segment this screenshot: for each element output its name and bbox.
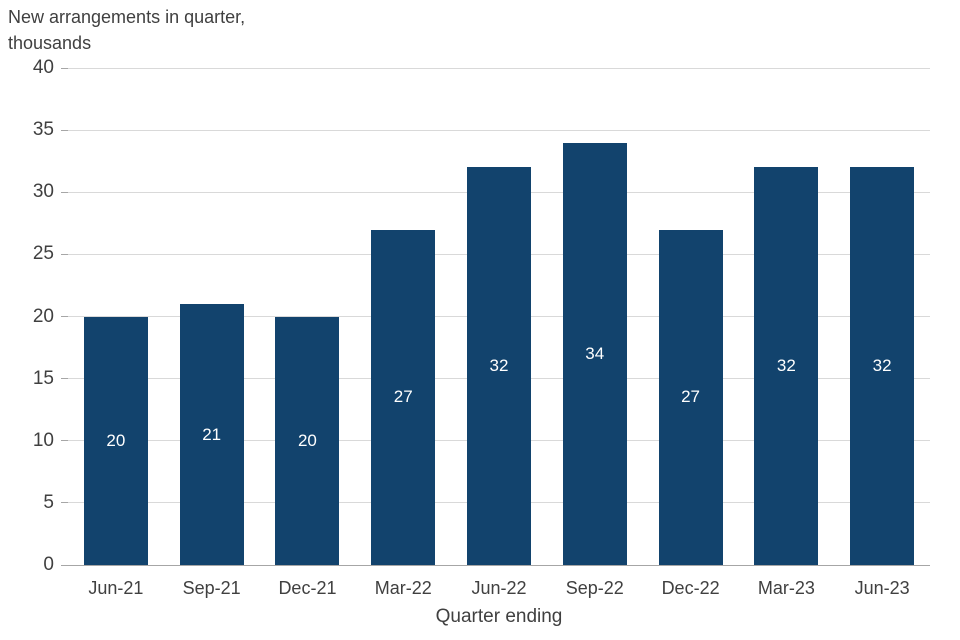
bar-value-dec-21: 20	[297, 430, 317, 450]
y-tick-15	[61, 378, 68, 380]
bar-sep-21: 21	[179, 304, 244, 565]
bar-value-jun-22: 32	[489, 356, 509, 376]
y-tick-10	[61, 440, 68, 442]
x-axis-label-jun-21: Jun-21	[88, 578, 144, 598]
bar-jun-21: 20	[83, 316, 148, 565]
gridline-y-35	[68, 129, 930, 131]
y-axis-label-5: 5	[43, 491, 54, 513]
x-axis-label-jun-22: Jun-22	[471, 578, 527, 598]
bar-mar-23: 32	[754, 167, 819, 565]
x-axis-label-dec-22: Dec-22	[661, 578, 720, 598]
bar-mar-22: 27	[371, 229, 436, 565]
bar-jun-23: 32	[850, 167, 915, 565]
y-tick-5	[61, 502, 68, 504]
y-tick-40	[61, 67, 68, 69]
x-axis-title: Quarter ending	[435, 606, 563, 627]
plot-area: 20 21 20 27 32 34 27 32 32	[61, 67, 930, 566]
bar-value-mar-22: 27	[393, 387, 413, 407]
x-axis-label-dec-21: Dec-21	[278, 578, 337, 598]
x-axis-label-mar-22: Mar-22	[374, 578, 432, 598]
y-axis-label-30: 30	[32, 181, 54, 203]
y-axis-label-20: 20	[32, 305, 54, 327]
chart-title-line1: New arrangements in quarter,	[8, 7, 246, 27]
chart-title: New arrangements in quarter, thousands	[8, 4, 245, 56]
x-axis-label-sep-22: Sep-22	[565, 578, 624, 598]
y-axis-label-10: 10	[32, 429, 54, 451]
y-axis-label-40: 40	[32, 57, 54, 78]
bar-sep-22: 34	[562, 142, 627, 565]
chart-title-line2: thousands	[8, 33, 92, 53]
y-tick-25	[61, 253, 68, 255]
gridline-y-40	[68, 67, 930, 69]
bar-value-sep-21: 21	[202, 424, 222, 444]
bar-value-dec-22: 27	[681, 387, 700, 407]
y-axis-label-15: 15	[32, 367, 54, 389]
y-tick-35	[61, 129, 68, 131]
x-axis-baseline	[68, 564, 930, 566]
y-tick-30	[61, 191, 68, 193]
y-axis-label-0: 0	[43, 554, 54, 575]
x-axis-label-mar-23: Mar-23	[757, 578, 815, 598]
bar-value-sep-22: 34	[585, 343, 605, 363]
bar-value-mar-23: 32	[776, 356, 796, 376]
y-axis-label-25: 25	[32, 243, 54, 265]
y-tick-0	[61, 564, 68, 566]
bar-value-jun-23: 32	[872, 356, 892, 376]
x-axis-label-sep-21: Sep-21	[182, 578, 241, 598]
y-axis-label-35: 35	[32, 119, 54, 141]
bar-dec-21: 20	[275, 316, 340, 565]
bar-value-jun-21: 20	[106, 430, 126, 450]
y-tick-20	[61, 316, 68, 317]
x-axis-labels: Jun-21 Sep-21 Dec-21 Mar-22 Jun-22 Sep-22 Dec-…	[68, 578, 930, 599]
x-axis-label-jun-23: Jun-23	[854, 578, 910, 598]
bar-jun-22: 32	[467, 167, 531, 565]
bar-dec-22: 27	[658, 229, 723, 565]
